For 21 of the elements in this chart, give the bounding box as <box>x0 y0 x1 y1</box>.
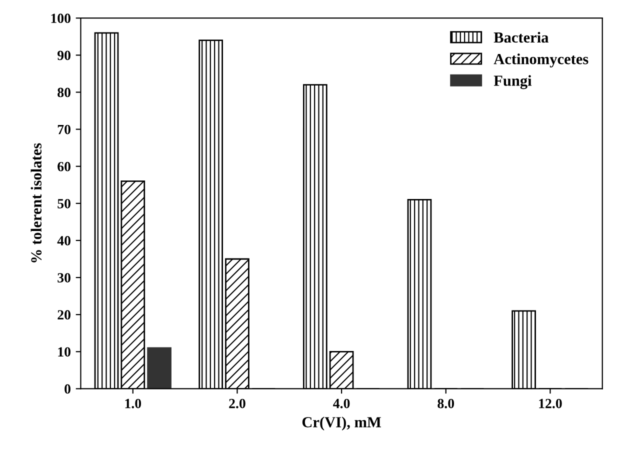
y-tick-label: 70 <box>58 124 70 134</box>
y-tick-label: 0 <box>64 384 70 394</box>
y-tick-label: 10 <box>58 347 70 357</box>
legend-label: Bacteria <box>494 32 549 43</box>
y-tick-label: 20 <box>58 310 70 320</box>
y-tick-label: 80 <box>58 88 70 98</box>
y-tick-label: 30 <box>58 273 70 282</box>
legend-label: Actinomycetes <box>494 54 588 68</box>
legend-label: Fungi <box>494 75 532 90</box>
x-tick-label: 1.0 <box>125 398 142 408</box>
x-tick-label: 8.0 <box>438 398 454 408</box>
x-tick-label: 4.0 <box>333 398 350 408</box>
x-axis-title: Cr(VI), mM <box>302 416 381 430</box>
y-tick-label: 100 <box>51 14 70 24</box>
y-tick-label: 50 <box>58 198 70 208</box>
y-tick-label: 90 <box>58 50 70 60</box>
x-tick-label: 2.0 <box>229 398 246 408</box>
x-tick-label: 12.0 <box>539 398 562 408</box>
y-axis-title: % tolerent isolates <box>30 143 42 262</box>
y-tick-label: 60 <box>58 162 70 172</box>
y-tick-label: 40 <box>57 236 70 246</box>
